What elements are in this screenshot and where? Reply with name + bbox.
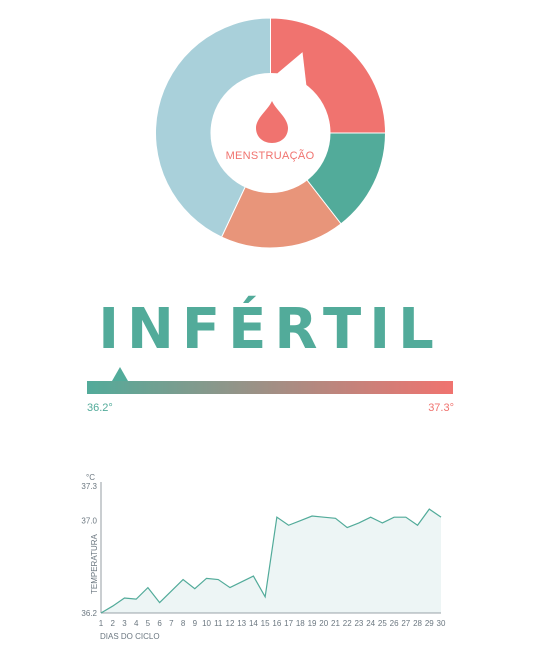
chart-xlabel: DIAS DO CICLO <box>100 632 160 641</box>
y-tick-label: 36.2 <box>81 609 97 618</box>
x-tick-label: 24 <box>366 619 375 628</box>
x-tick-label: 16 <box>272 619 281 628</box>
x-tick-label: 11 <box>214 619 223 628</box>
x-tick-label: 13 <box>237 619 246 628</box>
temperature-max-label: 37.3° <box>418 402 454 414</box>
temperature-marker <box>112 367 128 381</box>
x-tick-label: 17 <box>284 619 293 628</box>
y-tick-label: 37.0 <box>81 517 97 526</box>
x-tick-label: 29 <box>425 619 434 628</box>
x-tick-label: 8 <box>181 619 186 628</box>
fertility-status-title: INFÉRTIL <box>0 302 540 358</box>
temperature-chart: °C TEMPERATURA DIAS DO CICLO 36.2 37.0 37.… <box>60 460 460 650</box>
x-tick-label: 1 <box>99 619 104 628</box>
x-tick-label: 7 <box>169 619 174 628</box>
x-tick-label: 20 <box>319 619 328 628</box>
x-tick-label: 10 <box>202 619 211 628</box>
x-tick-label: 9 <box>193 619 198 628</box>
x-tick-label: 28 <box>413 619 422 628</box>
x-tick-label: 6 <box>157 619 162 628</box>
x-tick-label: 25 <box>378 619 387 628</box>
x-tick-label: 3 <box>122 619 127 628</box>
y-tick-label: 37.3 <box>81 482 97 491</box>
x-tick-label: 19 <box>308 619 317 628</box>
temperature-gradient-bar <box>87 381 453 394</box>
x-tick-label: 22 <box>343 619 352 628</box>
x-tick-label: 18 <box>296 619 305 628</box>
x-tick-label: 5 <box>146 619 151 628</box>
cycle-wheel <box>0 0 540 280</box>
x-tick-label: 26 <box>390 619 399 628</box>
x-tick-label: 23 <box>354 619 363 628</box>
x-tick-label: 2 <box>110 619 115 628</box>
x-tick-label: 14 <box>249 619 258 628</box>
temperature-min-label: 36.2° <box>87 402 113 414</box>
x-tick-label: 12 <box>226 619 235 628</box>
x-tick-label: 27 <box>401 619 410 628</box>
x-tick-label: 21 <box>331 619 340 628</box>
chart-unit-label: °C <box>86 473 95 482</box>
chart-ylabel: TEMPERATURA <box>90 533 99 594</box>
x-tick-label: 30 <box>437 619 446 628</box>
phase-label: MENSTRUAÇÃO <box>200 150 340 162</box>
x-tick-label: 4 <box>134 619 139 628</box>
x-tick-label: 15 <box>261 619 270 628</box>
